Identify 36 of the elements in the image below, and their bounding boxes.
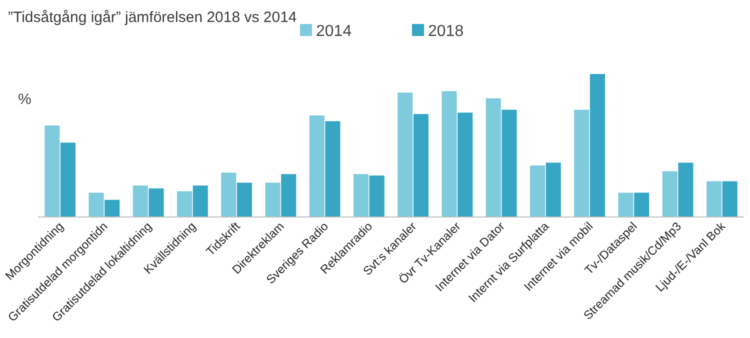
bar xyxy=(325,121,340,217)
bar xyxy=(502,110,517,217)
bar xyxy=(662,171,678,217)
bar xyxy=(458,112,473,217)
bar xyxy=(236,182,252,217)
bar xyxy=(530,166,546,217)
legend-label: 2018 xyxy=(428,23,464,40)
bar xyxy=(590,74,606,217)
bar xyxy=(634,192,650,217)
bar xyxy=(60,142,76,217)
bar xyxy=(678,162,694,217)
bar xyxy=(148,188,164,217)
bar xyxy=(618,192,634,217)
bar xyxy=(413,114,429,217)
bar xyxy=(44,125,60,217)
y-axis-title: % xyxy=(18,91,32,108)
chart-title: ”Tidsåtgång igår” jämförelsen 2018 vs 2014 xyxy=(8,9,297,26)
bar xyxy=(281,174,296,217)
bar xyxy=(486,98,501,217)
bar xyxy=(88,192,104,217)
bar xyxy=(265,182,280,217)
bar xyxy=(132,186,148,217)
bar xyxy=(104,200,120,217)
bar xyxy=(192,186,208,217)
bar xyxy=(574,110,590,217)
bar xyxy=(176,191,192,217)
bar xyxy=(722,181,738,217)
bar xyxy=(398,92,413,217)
bar xyxy=(706,181,722,217)
bar xyxy=(353,174,369,217)
bar xyxy=(221,172,236,217)
bar xyxy=(546,162,561,217)
bar xyxy=(369,176,384,217)
legend-label: 2014 xyxy=(316,23,352,40)
bar xyxy=(442,91,457,217)
bar xyxy=(309,115,324,217)
